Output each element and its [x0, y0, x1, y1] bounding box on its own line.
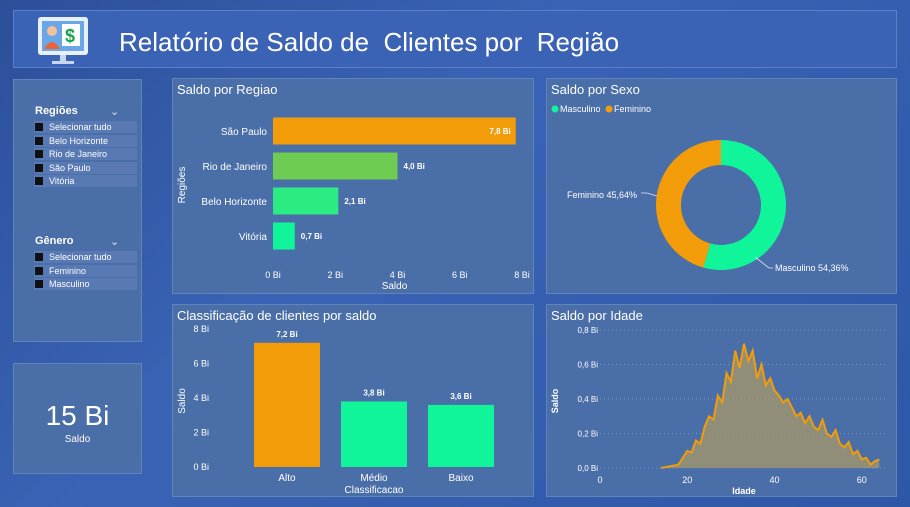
data-label: 3,6 Bi [450, 392, 471, 401]
x-tick-label: 6 Bi [452, 270, 468, 280]
slicer-item-selecionar-tudo-genero[interactable]: Selecionar tudo [34, 251, 137, 263]
slicer-item-selecionar-tudo[interactable]: Selecionar tudo [34, 121, 137, 133]
checkbox-icon[interactable] [35, 137, 43, 145]
y-tick-label: 8 Bi [193, 324, 209, 334]
category-label: Rio de Janeiro [203, 162, 268, 173]
y-axis-label: Saldo [550, 388, 560, 413]
data-label: 2,1 Bi [344, 197, 365, 206]
pie-slice [656, 140, 721, 268]
series-line [660, 343, 880, 469]
chart-title: Saldo por Regiao [177, 82, 278, 97]
x-axis-label: Classificacao [345, 485, 404, 496]
data-label: 7,8 Bi [489, 127, 510, 136]
category-label: Vitória [239, 232, 268, 243]
leader-line [754, 256, 773, 269]
data-label: 0,7 Bi [301, 232, 322, 241]
leader-line [641, 192, 658, 197]
slicer-item-rio-de-janeiro[interactable]: Rio de Janeiro [34, 148, 137, 160]
legend-marker [551, 105, 559, 113]
data-label: Feminino 45,64% [567, 190, 637, 200]
slicer-regioes-title: Regiões [35, 105, 78, 117]
checkbox-icon[interactable] [35, 177, 43, 185]
slicer-item-feminino[interactable]: Feminino [34, 265, 137, 277]
checkbox-icon[interactable] [35, 280, 43, 288]
pie-slice [703, 140, 786, 270]
y-tick-label: 0,6 Bi [578, 361, 599, 370]
x-tick-label: 2 Bi [327, 270, 343, 280]
bar [254, 342, 320, 467]
area-fill [661, 343, 880, 468]
bar [273, 117, 516, 145]
kpi-value: 15 Bi [45, 400, 110, 431]
page-title: Relatório de Saldo de Clientes por Regiã… [119, 27, 620, 57]
chart-title: Classificação de clientes por saldo [177, 308, 377, 323]
x-tick-label: 8 Bi [514, 270, 530, 280]
bar [273, 187, 339, 215]
checkbox-icon[interactable] [35, 267, 43, 275]
y-tick-label: 0,8 Bi [578, 326, 599, 335]
x-tick-label: 4 Bi [390, 270, 406, 280]
checkbox-icon[interactable] [35, 253, 43, 261]
data-label: 7,2 Bi [276, 330, 297, 339]
x-tick-label: 20 [682, 475, 692, 485]
y-axis-label: Regiões [177, 167, 188, 204]
checkbox-icon[interactable] [35, 164, 43, 172]
chevron-down-icon[interactable]: ⌄ [110, 106, 120, 118]
chart-saldo-sexo: Masculino Feminino Masculino 54,36% Feminin… [551, 104, 849, 273]
slicer-genero-title: Gênero [35, 235, 74, 247]
filter-panel: Regiões ⌄ Selecionar tudo Belo Horizonte… [13, 79, 142, 342]
x-tick-label: 40 [770, 475, 780, 485]
x-tick-label: 60 [857, 475, 867, 485]
kpi-label: Saldo [64, 434, 91, 445]
y-tick-label: 2 Bi [193, 428, 209, 438]
category-label: Alto [278, 473, 296, 484]
chart-saldo-regiao-panel: Saldo por Regiao São Paulo 7,8 Bi Rio de J… [172, 78, 534, 294]
chart-saldo-idade: 0,0 Bi 0,2 Bi 0,4 Bi 0,6 Bi 0,8 Bi 0 20 40 60 Ida… [550, 326, 888, 496]
y-tick-label: 0,0 Bi [578, 464, 599, 473]
legend-label: Feminino [614, 104, 651, 114]
data-label: 4,0 Bi [404, 162, 425, 171]
y-tick-label: 0 Bi [193, 462, 209, 472]
chart-saldo-regiao: São Paulo 7,8 Bi Rio de Janeiro 4,0 Bi Belo … [177, 117, 530, 292]
x-tick-label: 0 [597, 475, 602, 485]
checkbox-icon[interactable] [35, 123, 43, 131]
category-label: São Paulo [221, 127, 268, 138]
slicer-item-belo-horizonte[interactable]: Belo Horizonte [34, 135, 137, 147]
category-label: Belo Horizonte [201, 197, 267, 208]
slicer-item-masculino[interactable]: Masculino [34, 278, 137, 290]
legend-label: Masculino [560, 104, 601, 114]
y-axis-label: Saldo [177, 388, 188, 414]
category-label: Baixo [448, 473, 473, 484]
bar [273, 222, 295, 250]
chart-saldo-idade-panel: Saldo por Idade 0,0 Bi 0,2 Bi 0,4 Bi 0,6 Bi… [546, 304, 897, 497]
header-bar: $ Relatório de Saldo de Clientes por Reg… [13, 10, 897, 68]
category-label: Médio [360, 473, 388, 484]
checkbox-icon[interactable] [35, 150, 43, 158]
y-tick-label: 4 Bi [193, 393, 209, 403]
legend-marker [605, 105, 613, 113]
chart-classificacao-panel: Classificação de clientes por saldo 0 Bi… [172, 304, 534, 497]
slicer-item-vitoria[interactable]: Vitória [34, 175, 137, 187]
chart-title: Saldo por Sexo [551, 82, 640, 97]
y-tick-label: 6 Bi [193, 359, 209, 369]
data-label: 3,8 Bi [363, 388, 384, 397]
chart-title: Saldo por Idade [551, 308, 643, 323]
client-balance-logo-icon: $ [38, 17, 88, 64]
chart-saldo-sexo-panel: Saldo por Sexo Masculino Feminino Masculin… [546, 78, 897, 294]
y-tick-label: 0,2 Bi [578, 430, 599, 439]
chevron-down-icon[interactable]: ⌄ [110, 236, 120, 248]
x-axis-label: Saldo [382, 281, 408, 292]
chart-classificacao: 0 Bi 2 Bi 4 Bi 6 Bi 8 Bi 7,2 Bi Alto 3,8 Bi Médi… [177, 324, 494, 496]
bar [428, 404, 494, 467]
bar [273, 152, 398, 180]
slicer-item-sao-paulo[interactable]: São Paulo [34, 162, 137, 174]
x-tick-label: 0 Bi [265, 270, 281, 280]
y-tick-label: 0,4 Bi [578, 395, 599, 404]
kpi-card: 15 Bi Saldo [13, 363, 142, 474]
svg-text:$: $ [65, 26, 75, 46]
bar [341, 401, 407, 467]
x-axis-label: Idade [732, 486, 756, 496]
data-label: Masculino 54,36% [775, 263, 849, 273]
